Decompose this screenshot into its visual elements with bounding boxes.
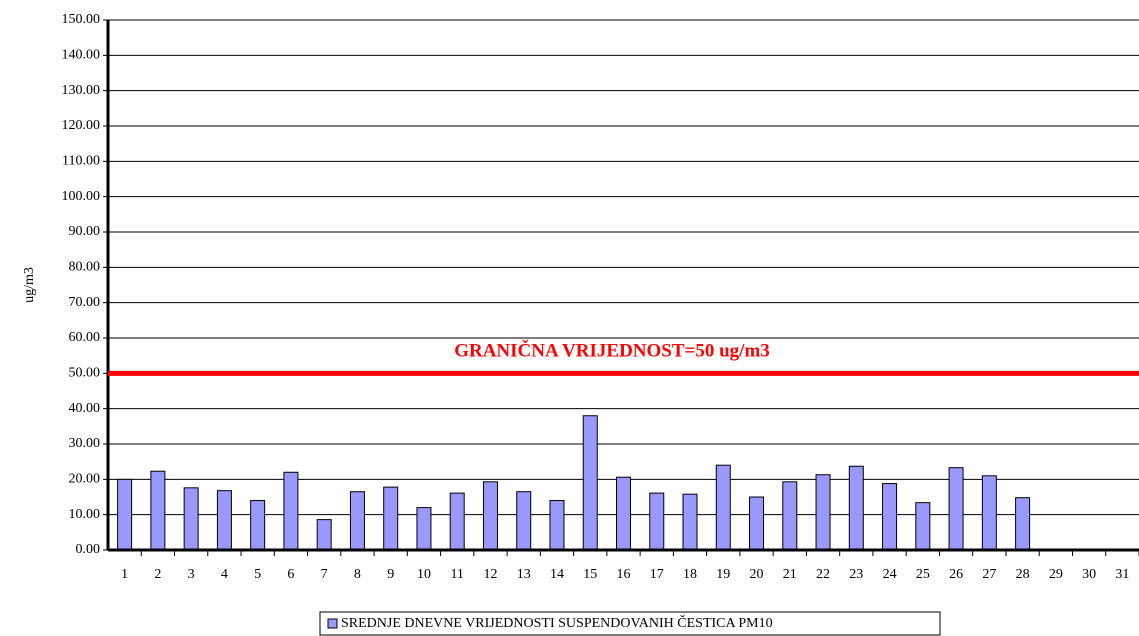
bar <box>616 476 631 551</box>
legend-box <box>319 611 941 636</box>
bar <box>283 471 299 551</box>
x-tick-label: 21 <box>783 567 797 582</box>
bar <box>782 481 798 551</box>
y-tick-label: 30.00 <box>69 436 101 451</box>
x-tick-label: 9 <box>387 567 394 582</box>
x-tick-label: 18 <box>683 567 697 582</box>
x-tick-label: 19 <box>716 567 730 582</box>
x-tick-label: 4 <box>221 567 228 582</box>
x-tick-label: 20 <box>750 567 764 582</box>
bar <box>649 492 665 551</box>
x-tick-label: 2 <box>154 567 161 582</box>
bar <box>349 491 365 551</box>
bar <box>482 481 498 551</box>
bar <box>383 486 399 551</box>
y-tick-label: 60.00 <box>69 330 101 345</box>
x-tick-label: 8 <box>354 567 361 582</box>
x-tick-label: 7 <box>321 567 328 582</box>
y-tick-label: 80.00 <box>69 260 101 275</box>
x-tick-label: 10 <box>417 567 431 582</box>
bar <box>183 487 199 551</box>
bar <box>948 467 964 551</box>
x-tick-label: 14 <box>550 567 564 582</box>
x-tick-label: 11 <box>450 567 463 582</box>
bar <box>848 465 864 551</box>
y-tick-label: 10.00 <box>69 507 101 522</box>
x-tick-label: 3 <box>188 567 195 582</box>
x-tick-label: 22 <box>816 567 830 582</box>
bar <box>715 464 731 551</box>
bar <box>582 415 598 551</box>
y-tick-label: 150.00 <box>62 12 101 27</box>
x-tick-label: 26 <box>949 567 963 582</box>
y-tick-label: 20.00 <box>69 472 101 487</box>
bar <box>915 502 931 551</box>
x-tick-label: 17 <box>650 567 664 582</box>
x-tick-label: 23 <box>849 567 863 582</box>
bar <box>416 507 432 551</box>
x-tick-label: 28 <box>1016 567 1030 582</box>
y-tick-label: 100.00 <box>62 189 101 204</box>
y-tick-label: 70.00 <box>69 295 101 310</box>
bar <box>216 490 232 551</box>
bar <box>882 483 898 551</box>
y-tick-label: 50.00 <box>69 366 101 381</box>
x-tick-label: 5 <box>254 567 261 582</box>
x-tick-label: 27 <box>982 567 996 582</box>
legend-label: SREDNJE DNEVNE VRIJEDNOSTI SUSPENDOVANIH… <box>341 614 773 631</box>
bar <box>250 500 266 551</box>
y-tick-label: 110.00 <box>62 154 100 169</box>
bar <box>117 478 133 551</box>
x-tick-label: 24 <box>883 567 897 582</box>
bar <box>981 475 997 551</box>
bar <box>316 519 332 551</box>
x-tick-label: 30 <box>1082 567 1096 582</box>
y-tick-label: 120.00 <box>62 118 101 133</box>
x-tick-label: 31 <box>1115 567 1129 582</box>
x-tick-label: 25 <box>916 567 930 582</box>
x-tick-label: 1 <box>121 567 128 582</box>
bar <box>516 491 532 551</box>
x-tick-label: 13 <box>517 567 531 582</box>
x-tick-label: 16 <box>617 567 631 582</box>
y-tick-label: 0.00 <box>76 542 101 557</box>
bar <box>682 493 698 551</box>
bar <box>549 500 565 551</box>
x-tick-label: 15 <box>583 567 597 582</box>
limit-label: GRANIČNA VRIJEDNOST=50 ug/m3 <box>454 340 770 362</box>
y-tick-label: 90.00 <box>69 224 101 239</box>
bar <box>1015 497 1031 551</box>
y-axis-label: ug/m3 <box>22 267 37 303</box>
y-tick-label: 130.00 <box>62 83 101 98</box>
y-tick-label: 40.00 <box>69 401 101 416</box>
x-tick-label: 6 <box>287 567 294 582</box>
x-tick-label: 12 <box>483 567 497 582</box>
bar <box>449 492 465 551</box>
legend-swatch <box>327 618 338 629</box>
y-tick-label: 140.00 <box>62 48 101 63</box>
bar <box>815 474 831 551</box>
bar <box>749 496 765 551</box>
x-tick-label: 29 <box>1049 567 1063 582</box>
bar <box>150 470 166 551</box>
